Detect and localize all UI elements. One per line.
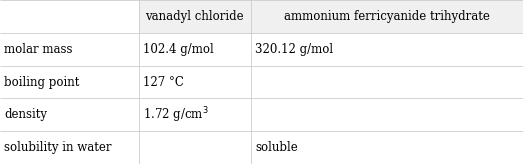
Bar <box>251 66 523 98</box>
Bar <box>0 0 139 33</box>
Bar <box>251 33 523 66</box>
Bar <box>0 131 139 164</box>
Text: 127 °C: 127 °C <box>143 75 184 89</box>
Text: molar mass: molar mass <box>4 43 73 56</box>
Bar <box>251 131 523 164</box>
Text: soluble: soluble <box>255 141 298 154</box>
Text: vanadyl chloride: vanadyl chloride <box>145 10 244 23</box>
Text: ammonium ferricyanide trihydrate: ammonium ferricyanide trihydrate <box>284 10 490 23</box>
Text: 320.12 g/mol: 320.12 g/mol <box>255 43 333 56</box>
Text: density: density <box>4 108 47 121</box>
Bar <box>139 33 251 66</box>
Bar <box>139 0 251 33</box>
Bar <box>139 66 251 98</box>
Text: solubility in water: solubility in water <box>4 141 112 154</box>
Bar <box>251 98 523 131</box>
Bar <box>0 33 139 66</box>
Text: 102.4 g/mol: 102.4 g/mol <box>143 43 213 56</box>
Bar <box>251 0 523 33</box>
Text: boiling point: boiling point <box>4 75 79 89</box>
Bar <box>139 98 251 131</box>
Bar <box>0 66 139 98</box>
Text: 1.72 g/cm$^3$: 1.72 g/cm$^3$ <box>143 105 209 125</box>
Bar <box>0 98 139 131</box>
Bar <box>139 131 251 164</box>
